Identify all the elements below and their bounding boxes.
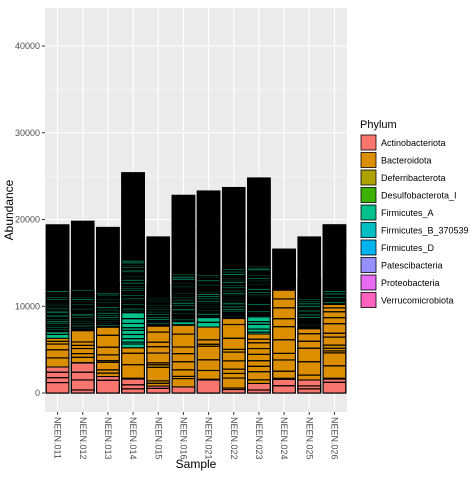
x-tick-label: NEEN.012 xyxy=(78,417,88,460)
legend-label: Verrucomicrobiota xyxy=(381,296,454,306)
legend-label: Firmicutes_A xyxy=(381,208,434,218)
bar-segment xyxy=(147,386,170,393)
x-tick-label: NEEN.011 xyxy=(53,417,63,459)
y-tick-label: 40000 xyxy=(15,41,40,51)
x-tick-label: NEEN.014 xyxy=(128,417,138,460)
x-axis-title: Sample xyxy=(176,457,217,471)
y-tick-label: 20000 xyxy=(15,215,40,225)
legend-title: Phylum xyxy=(360,119,397,131)
legend-label: Proteobacteria xyxy=(381,278,440,288)
legend-key xyxy=(361,293,376,308)
legend-key xyxy=(361,170,376,185)
x-tick-label: NEEN.022 xyxy=(229,417,239,460)
bar-segment xyxy=(71,363,94,393)
legend-key xyxy=(361,205,376,220)
x-tick-label: NEEN.013 xyxy=(103,417,113,460)
y-axis-title: Abundance xyxy=(2,179,16,240)
bar-segment xyxy=(122,379,145,393)
legend-key xyxy=(361,153,376,168)
legend: Actinobacteriota Bacteroidota Deferribacte… xyxy=(361,135,469,308)
legend-label: Deferribacterota xyxy=(381,173,446,183)
taxon-slice xyxy=(273,378,296,379)
x-tick-label: NEEN.016 xyxy=(178,417,188,460)
bar-segment xyxy=(172,325,195,393)
y-tick-label: 10000 xyxy=(15,301,40,311)
bar-segment xyxy=(323,379,346,393)
bar-segment xyxy=(197,380,220,393)
legend-label: Patescibacteria xyxy=(381,261,443,271)
legend-key xyxy=(361,258,376,273)
bar-segment xyxy=(273,289,296,393)
x-tick-label: NEEN.021 xyxy=(204,417,214,460)
y-axis: 0 10000 20000 30000 40000 xyxy=(15,41,45,398)
legend-key xyxy=(361,240,376,255)
legend-key xyxy=(361,223,376,238)
x-axis: NEEN.011 NEEN.012 NEEN.013 NEEN.014 NEEN.015… xyxy=(53,412,340,460)
bar-segment xyxy=(97,377,120,393)
x-tick-label: NEEN.025 xyxy=(304,417,314,460)
legend-key xyxy=(361,188,376,203)
bar-segment xyxy=(46,367,69,393)
x-tick-label: NEEN.015 xyxy=(153,417,163,460)
y-tick-label: 30000 xyxy=(15,128,40,138)
x-tick-label: NEEN.026 xyxy=(329,417,339,460)
bar-segment xyxy=(248,383,271,393)
legend-label: Desulfobacterota_I xyxy=(381,191,457,201)
bar-segment xyxy=(222,318,245,393)
y-tick-label: 0 xyxy=(35,388,40,398)
legend-label: Firmicutes_B_370539 xyxy=(381,226,469,236)
bar-segment xyxy=(172,387,195,393)
legend-label: Firmicutes_D xyxy=(381,243,435,253)
x-tick-label: NEEN.024 xyxy=(279,417,289,460)
legend-key xyxy=(361,275,376,290)
legend-key xyxy=(361,135,376,150)
x-tick-label: NEEN.023 xyxy=(254,417,264,460)
legend-label: Bacteroidota xyxy=(381,156,432,166)
legend-label: Actinobacteriota xyxy=(381,138,446,148)
